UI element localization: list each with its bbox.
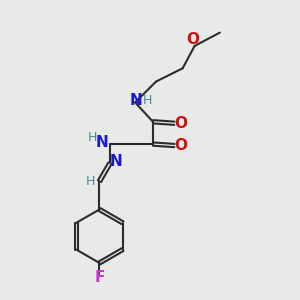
Text: O: O [187, 32, 200, 47]
Text: H: H [85, 175, 94, 188]
Text: O: O [175, 138, 188, 153]
Text: O: O [175, 116, 188, 131]
Text: N: N [110, 154, 123, 169]
Text: N: N [96, 135, 109, 150]
Text: N: N [130, 94, 142, 109]
Text: F: F [94, 270, 105, 285]
Text: H: H [88, 131, 97, 144]
Text: H: H [143, 94, 152, 107]
